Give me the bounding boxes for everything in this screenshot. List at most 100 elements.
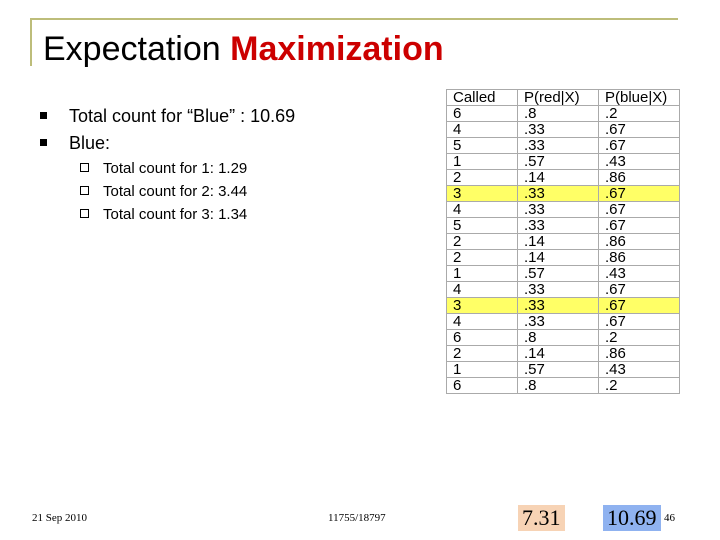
hollow-square-bullet-icon	[80, 163, 89, 172]
table-row: 4.33.67	[446, 281, 680, 298]
cell-p-blue: .86	[598, 249, 680, 266]
table-row: 1.57.43	[446, 265, 680, 282]
cell-called: 2	[446, 249, 518, 266]
cell-called: 5	[446, 137, 518, 154]
sub-bullet-count-3: Total count for 3: 1.34	[80, 206, 247, 223]
cell-called: 1	[446, 361, 518, 378]
sub-bullet-text: Total count for 2: 3.44	[103, 183, 248, 200]
header-called: Called	[446, 89, 518, 106]
cell-p-red: .57	[517, 265, 599, 282]
cell-p-blue: .67	[598, 185, 680, 202]
total-red: 7.31	[518, 505, 565, 531]
cell-p-blue: .67	[598, 297, 680, 314]
bullet-text: Blue:	[69, 133, 111, 153]
table-row: 6.8.2	[446, 329, 680, 346]
cell-p-red: .57	[517, 361, 599, 378]
cell-p-red: .14	[517, 345, 599, 362]
cell-p-blue: .86	[598, 169, 680, 186]
title-accent: Maximization	[230, 30, 444, 68]
cell-p-blue: .86	[598, 345, 680, 362]
cell-p-red: .14	[517, 169, 599, 186]
cell-called: 6	[446, 329, 518, 346]
title-frame	[30, 18, 678, 66]
table-row: 2.14.86	[446, 169, 680, 186]
hollow-square-bullet-icon	[80, 186, 89, 195]
title-frame-top-line	[30, 18, 678, 20]
bullet-blue: Blue:	[40, 133, 110, 154]
cell-called: 4	[446, 201, 518, 218]
table-row: 1.57.43	[446, 153, 680, 170]
table-row: 6.8.2	[446, 105, 680, 122]
cell-p-blue: .43	[598, 153, 680, 170]
title-frame-left-line	[30, 18, 32, 66]
cell-p-blue: .67	[598, 137, 680, 154]
slide-title: Expectation Maximization	[43, 30, 444, 69]
cell-p-red: .57	[517, 153, 599, 170]
header-p-red: P(red|X)	[517, 89, 599, 106]
cell-p-red: .33	[517, 217, 599, 234]
cell-called: 5	[446, 217, 518, 234]
footer-date: 21 Sep 2010	[32, 512, 87, 524]
table-row: 5.33.67	[446, 137, 680, 154]
cell-called: 2	[446, 233, 518, 250]
cell-p-blue: .2	[598, 329, 680, 346]
cell-called: 6	[446, 377, 518, 394]
cell-p-red: .8	[517, 377, 599, 394]
cell-p-blue: .43	[598, 361, 680, 378]
table-row: 2.14.86	[446, 249, 680, 266]
cell-p-red: .33	[517, 185, 599, 202]
footer-page-number: 46	[664, 512, 675, 524]
square-bullet-icon	[40, 139, 47, 146]
cell-p-red: .33	[517, 121, 599, 138]
cell-p-blue: .67	[598, 217, 680, 234]
cell-called: 2	[446, 169, 518, 186]
bullet-total-blue: Total count for “Blue” : 10.69	[40, 106, 295, 127]
cell-p-blue: .67	[598, 201, 680, 218]
table-row: 2.14.86	[446, 345, 680, 362]
sub-bullet-text: Total count for 1: 1.29	[103, 160, 248, 177]
table-row: 3.33.67	[446, 185, 680, 202]
cell-p-blue: .2	[598, 377, 680, 394]
table-row: 2.14.86	[446, 233, 680, 250]
table-row: 6.8.2	[446, 377, 680, 394]
cell-p-red: .8	[517, 329, 599, 346]
cell-called: 2	[446, 345, 518, 362]
cell-called: 3	[446, 297, 518, 314]
cell-p-red: .33	[517, 313, 599, 330]
hollow-square-bullet-icon	[80, 209, 89, 218]
cell-called: 3	[446, 185, 518, 202]
cell-called: 6	[446, 105, 518, 122]
sub-bullet-count-1: Total count for 1: 1.29	[80, 160, 247, 177]
sub-bullet-text: Total count for 3: 1.34	[103, 206, 248, 223]
table-row: 3.33.67	[446, 297, 680, 314]
cell-p-red: .8	[517, 105, 599, 122]
cell-p-red: .33	[517, 281, 599, 298]
cell-p-red: .33	[517, 137, 599, 154]
square-bullet-icon	[40, 112, 47, 119]
table-header-row: Called P(red|X) P(blue|X)	[446, 89, 680, 106]
title-plain: Expectation	[43, 30, 221, 68]
footer-course-number: 11755/18797	[328, 512, 386, 524]
cell-p-red: .33	[517, 201, 599, 218]
table-row: 4.33.67	[446, 201, 680, 218]
cell-called: 1	[446, 153, 518, 170]
cell-p-blue: .43	[598, 265, 680, 282]
table-row: 5.33.67	[446, 217, 680, 234]
cell-p-blue: .67	[598, 121, 680, 138]
probability-table: Called P(red|X) P(blue|X) 6.8.2 4.33.67 5.…	[446, 89, 680, 394]
cell-called: 4	[446, 313, 518, 330]
total-blue: 10.69	[603, 505, 661, 531]
cell-p-blue: .67	[598, 281, 680, 298]
cell-p-red: .33	[517, 297, 599, 314]
cell-p-red: .14	[517, 249, 599, 266]
sub-bullet-count-2: Total count for 2: 3.44	[80, 183, 247, 200]
cell-p-blue: .67	[598, 313, 680, 330]
header-p-blue: P(blue|X)	[598, 89, 680, 106]
cell-p-red: .14	[517, 233, 599, 250]
table-row: 4.33.67	[446, 121, 680, 138]
table-row: 4.33.67	[446, 313, 680, 330]
cell-called: 1	[446, 265, 518, 282]
cell-p-blue: .2	[598, 105, 680, 122]
cell-called: 4	[446, 281, 518, 298]
cell-called: 4	[446, 121, 518, 138]
